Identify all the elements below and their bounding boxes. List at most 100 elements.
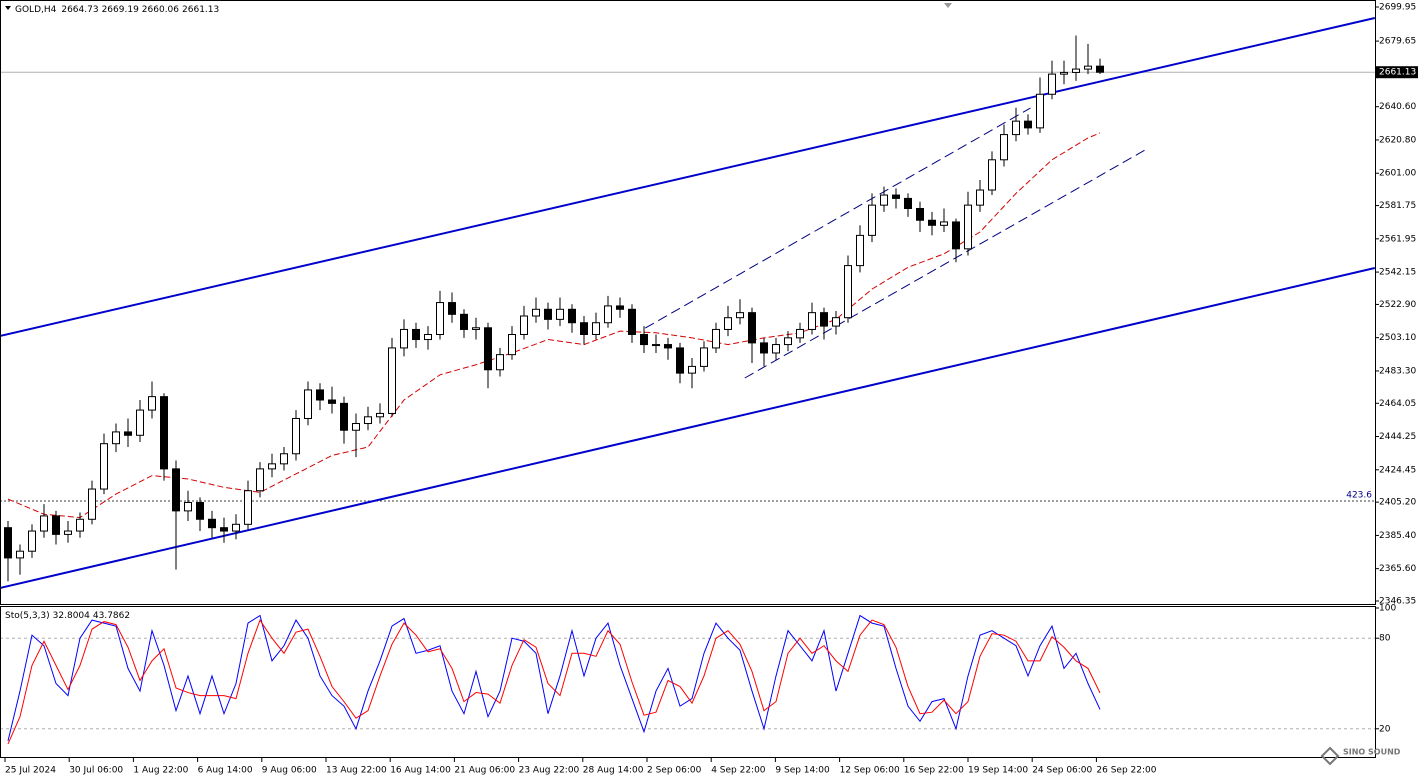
- candle-body: [304, 389, 312, 419]
- candle-body: [916, 207, 924, 221]
- x-tick-label: 12 Sep 06:00: [840, 766, 900, 776]
- candle-body: [580, 322, 588, 335]
- y-tick-label: 2601.00: [1379, 169, 1416, 179]
- candle-body: [328, 399, 336, 404]
- candle-body: [148, 396, 156, 411]
- candle-body: [976, 189, 984, 206]
- symbol-menu-icon[interactable]: [5, 6, 11, 10]
- candle-body: [340, 402, 348, 431]
- stochastic-plot: [1, 614, 1375, 745]
- y-tick-label: 2561.95: [1379, 234, 1416, 244]
- candle-body: [208, 518, 216, 529]
- chart-header: GOLD,H4 2664.73 2669.19 2660.06 2661.13: [15, 5, 219, 15]
- x-tick-label: 23 Aug 22:00: [519, 766, 580, 776]
- y-tick-label: 2542.15: [1379, 268, 1416, 278]
- candle-body: [892, 194, 900, 199]
- candle-body: [268, 463, 276, 470]
- candle-body: [1012, 120, 1020, 136]
- candle-body: [16, 550, 24, 559]
- candle-body: [4, 527, 12, 559]
- candle-body: [424, 333, 432, 341]
- candle-body: [88, 488, 96, 520]
- candle-body: [1024, 120, 1032, 129]
- candle-body: [388, 347, 396, 414]
- indicator-header: Sto(5,3,3) 32.8004 43.7862: [5, 611, 130, 621]
- y-tick-label: 80: [1379, 634, 1391, 644]
- y-tick-label: 2464.05: [1379, 399, 1416, 409]
- candle-body: [412, 328, 420, 341]
- candle-body: [244, 490, 252, 525]
- candle-body: [28, 530, 36, 552]
- trendline: [1, 17, 1375, 337]
- candle-body: [688, 365, 696, 374]
- y-tick-label: 2385.40: [1379, 531, 1416, 541]
- candle-body: [760, 342, 768, 354]
- candle-body: [232, 523, 240, 532]
- candle-body: [904, 197, 912, 209]
- candle-body: [736, 312, 744, 319]
- candle-body: [568, 308, 576, 324]
- stochastic-panel: [0, 606, 1376, 758]
- candle-body: [436, 302, 444, 335]
- x-tick-label: 25 Jul 2024: [5, 766, 56, 776]
- candle-body: [52, 515, 60, 535]
- candle-body: [1084, 65, 1092, 70]
- candle-body: [40, 515, 48, 532]
- candle-body: [124, 431, 132, 436]
- candle-body: [1036, 93, 1044, 129]
- candle-body: [592, 322, 600, 335]
- candle-body: [316, 389, 324, 401]
- candle-body: [292, 417, 300, 455]
- open: 2664.73: [61, 5, 98, 15]
- candle-body: [724, 317, 732, 330]
- candle-body: [460, 313, 468, 330]
- candle-body: [160, 396, 168, 470]
- symbol: GOLD,H4: [15, 5, 57, 15]
- y-tick-label: 2483.30: [1379, 366, 1416, 376]
- main-value: 32.8004: [53, 611, 90, 621]
- candle-body: [484, 327, 492, 371]
- candle-body: [676, 347, 684, 374]
- candle-body: [940, 221, 948, 226]
- y-tick-label: 100: [1379, 604, 1396, 614]
- x-tick-label: 28 Aug 14:00: [583, 766, 644, 776]
- candle-body: [988, 159, 996, 191]
- candle-body: [1072, 68, 1080, 73]
- y-tick-label: 2346.35: [1379, 597, 1416, 607]
- x-tick-label: 1 Aug 22:00: [133, 766, 188, 776]
- candle-body: [1000, 134, 1008, 161]
- last-price-label: 2661.13: [1379, 68, 1416, 78]
- fib-level-label: 423.6: [1346, 490, 1372, 500]
- indicator-name: Sto(5,3,3): [5, 611, 50, 621]
- candle-body: [508, 333, 516, 356]
- candle-body: [556, 308, 564, 320]
- x-tick-label: 19 Sep 14:00: [968, 766, 1028, 776]
- y-tick-label: 2581.75: [1379, 201, 1416, 211]
- candle-body: [964, 204, 972, 250]
- close: 2661.13: [182, 5, 219, 15]
- candle-body: [664, 344, 672, 349]
- candle-body: [136, 409, 144, 436]
- stochastic-line: [7, 618, 1101, 745]
- candle-body: [64, 530, 72, 535]
- candle-body: [604, 305, 612, 324]
- y-tick-label: 2679.65: [1379, 37, 1416, 47]
- x-tick-label: 4 Sep 22:00: [711, 766, 766, 776]
- y-tick-label: 2620.80: [1379, 135, 1416, 145]
- candle-body: [1096, 65, 1104, 73]
- candle-body: [1060, 71, 1068, 75]
- trendline: [644, 107, 1031, 329]
- candle-body: [796, 328, 804, 339]
- candle-body: [616, 305, 624, 310]
- y-tick-label: 2503.10: [1379, 333, 1416, 343]
- y-tick-label: 2424.45: [1379, 465, 1416, 475]
- candle-body: [640, 333, 648, 346]
- candle-body: [652, 344, 660, 347]
- candle-body: [472, 327, 480, 330]
- candle-body: [544, 308, 552, 320]
- candle-body: [220, 527, 228, 532]
- y-tick-label: 2699.95: [1379, 3, 1416, 13]
- candle-body: [364, 416, 372, 425]
- candle-body: [100, 443, 108, 490]
- y-tick-label: 2640.60: [1379, 102, 1416, 112]
